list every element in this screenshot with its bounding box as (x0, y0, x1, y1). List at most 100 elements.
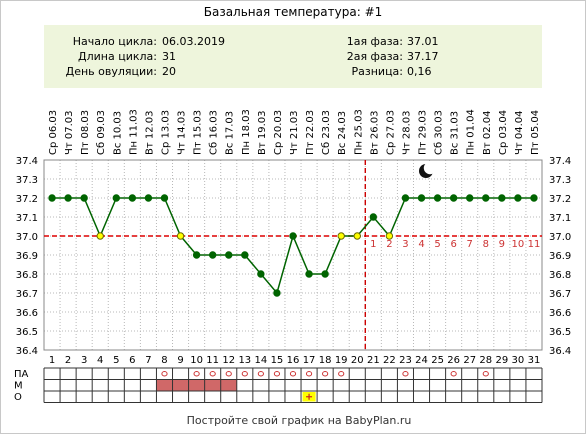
info-right-value: 37.17 (407, 50, 439, 63)
info-right-value: 0,16 (407, 65, 432, 78)
x-tick-label: 8 (161, 355, 167, 366)
info-left-value: 31 (162, 50, 176, 63)
info-right-label: 2ая фаза: (347, 50, 403, 63)
date-label: Вс 10.03 (112, 111, 123, 155)
date-label: Чт 04.04 (514, 111, 525, 156)
x-tick-label: 16 (287, 355, 300, 366)
x-tick-label: 30 (512, 355, 525, 366)
date-label: Ср 03.04 (498, 110, 509, 155)
date-label: Пт 08.03 (80, 110, 91, 155)
luteal-day-label: 6 (450, 239, 456, 250)
x-tick-label: 2 (65, 355, 71, 366)
y-tick-label-right: 36.7 (549, 289, 571, 300)
y-axis-left: 36.4 36.5 36.6 36.7 36.8 36.9 37.0 37.1 37.2 37.3… (16, 156, 38, 357)
date-label: Чт 14.03 (177, 111, 188, 156)
info-block: Начало цикла: 06.03.2019 Длина цикла: 31 Ден… (66, 35, 439, 78)
date-label: Пн 18.03 (241, 109, 252, 155)
x-tick-label: 26 (447, 355, 460, 366)
data-point (192, 251, 201, 259)
luteal-day-label: 11 (528, 239, 541, 250)
row-label: О (14, 392, 22, 403)
data-point (96, 232, 104, 240)
data-point (498, 194, 506, 202)
date-label: Чт 07.03 (64, 111, 75, 156)
info-right-label: Разница: (352, 65, 404, 78)
y-tick-label-left: 37.1 (16, 213, 38, 224)
date-label: Вс 24.03 (337, 111, 348, 155)
data-point (482, 194, 490, 202)
pa-marker (241, 371, 248, 377)
info-left-label: День овуляции: (66, 65, 157, 78)
luteal-day-label: 4 (418, 239, 424, 250)
x-tick-label: 14 (255, 355, 268, 366)
data-point (417, 194, 426, 202)
pa-marker (305, 371, 313, 377)
x-tick-label: 4 (97, 355, 103, 366)
y-tick-label-right: 37.4 (549, 156, 571, 167)
x-tick-label: 27 (463, 355, 476, 366)
x-tick-label: 15 (271, 355, 284, 366)
data-point (353, 232, 361, 240)
luteal-day-label: 1 (370, 239, 376, 250)
y-tick-label-left: 36.9 (16, 251, 38, 262)
info-left-value: 06.03.2019 (162, 35, 225, 48)
data-point (466, 194, 474, 202)
y-tick-label-left: 37.2 (16, 194, 38, 205)
pa-marker (257, 371, 264, 377)
date-label: Сб 23.03 (321, 110, 332, 155)
date-label: Пт 29.03 (418, 110, 429, 155)
x-tick-label: 20 (351, 355, 364, 366)
pa-marker (482, 371, 489, 377)
x-tick-label: 5 (113, 355, 119, 366)
data-point (208, 251, 217, 259)
x-tick-label: 28 (479, 355, 492, 366)
y-tick-label-right: 37.2 (549, 194, 571, 205)
x-tick-label: 6 (129, 355, 135, 366)
date-label: Сб 16.03 (209, 110, 220, 155)
y-axis-right: 36.4 36.5 36.6 36.7 36.8 36.9 37.0 37.1 37.2 37.3… (549, 156, 571, 357)
date-label: Пн 25.03 (353, 109, 364, 155)
info-left-label: Длина цикла: (78, 50, 157, 63)
y-tick-label-right: 36.4 (549, 346, 571, 357)
x-tick-label: 17 (303, 355, 316, 366)
y-tick-label-right: 36.5 (549, 327, 571, 338)
x-tick-label: 23 (399, 355, 412, 366)
y-tick-label-left: 36.5 (16, 327, 38, 338)
menses-cell (220, 379, 237, 391)
x-tick-label: 18 (319, 355, 332, 366)
y-tick-label-left: 36.6 (16, 308, 38, 319)
data-point (530, 194, 538, 202)
date-label: Ср 20.03 (273, 110, 284, 155)
x-tick-label: 10 (190, 355, 203, 366)
y-tick-label-right: 36.8 (549, 270, 571, 281)
temperature-series (48, 194, 538, 297)
data-point (128, 194, 137, 202)
info-panel (44, 25, 542, 88)
x-tick-label: 9 (177, 355, 183, 366)
pa-marker (289, 371, 297, 377)
x-tick-label: 31 (528, 355, 541, 366)
data-point (225, 251, 233, 259)
data-point (401, 194, 410, 202)
date-label: Пт 22.03 (305, 110, 316, 155)
row-label: ПА (14, 369, 29, 380)
luteal-day-label: 2 (386, 239, 392, 250)
data-point (112, 194, 120, 202)
data-point (305, 270, 313, 278)
pa-marker (209, 371, 216, 377)
date-label: Вт 12.03 (144, 111, 155, 156)
info-right-label: 1ая фаза: (347, 35, 403, 48)
x-tick-label: 7 (145, 355, 151, 366)
x-tick-label: 29 (495, 355, 508, 366)
x-tick-label: 22 (383, 355, 396, 366)
footer-text[interactable]: Постройте свой график на BabyPlan.ru (187, 414, 412, 427)
date-label: Пн 01.04 (466, 109, 477, 155)
x-tick-label: 19 (335, 355, 348, 366)
x-tick-label: 12 (222, 355, 235, 366)
x-tick-label: 21 (367, 355, 380, 366)
data-point (48, 194, 56, 202)
info-right-value: 37.01 (407, 35, 439, 48)
date-labels: Ср 06.03 Чт 07.03 Пт 08.03 Сб 09.03 Вс 10.03… (48, 109, 541, 155)
